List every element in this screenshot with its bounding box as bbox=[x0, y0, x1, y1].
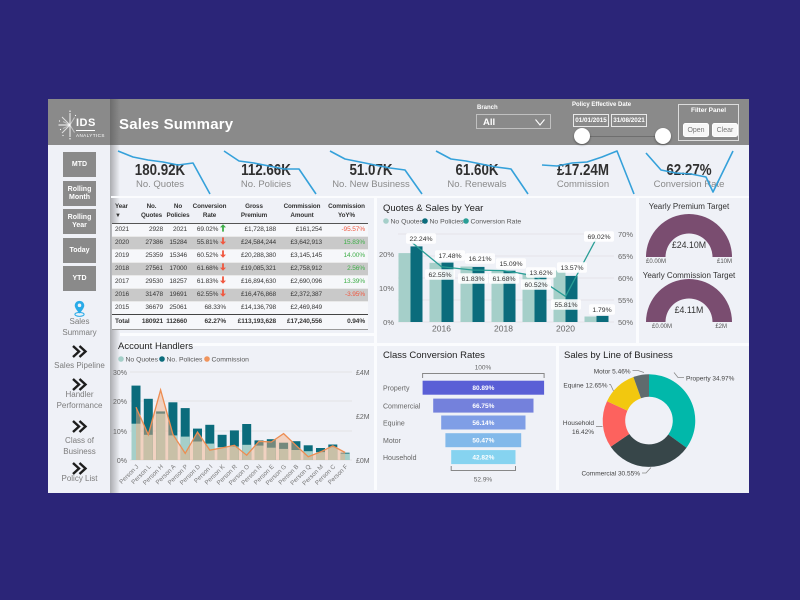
svg-text:Property: Property bbox=[383, 386, 410, 393]
svg-text:£2M: £2M bbox=[356, 414, 370, 421]
svg-text:£0.00M: £0.00M bbox=[652, 324, 672, 330]
svg-text:56.14%: 56.14% bbox=[472, 420, 494, 427]
svg-text:50%: 50% bbox=[618, 318, 633, 327]
svg-text:2020: 2020 bbox=[556, 324, 575, 334]
svg-text:62.55%: 62.55% bbox=[428, 272, 451, 279]
svg-text:£24.10M: £24.10M bbox=[672, 240, 706, 250]
svg-text:55%: 55% bbox=[618, 296, 633, 305]
svg-text:16.21%: 16.21% bbox=[468, 256, 491, 263]
svg-text:66.75%: 66.75% bbox=[472, 403, 494, 410]
svg-text:No Policies: No Policies bbox=[430, 219, 465, 226]
svg-text:22.24%: 22.24% bbox=[409, 236, 432, 243]
svg-text:No. Policies: No. Policies bbox=[167, 357, 203, 364]
svg-text:Equine: Equine bbox=[383, 421, 405, 428]
svg-text:30%: 30% bbox=[113, 370, 127, 377]
svg-text:60%: 60% bbox=[618, 274, 633, 283]
svg-text:Household: Household bbox=[563, 420, 594, 427]
svg-text:69.02%: 69.02% bbox=[587, 234, 610, 241]
svg-text:No Quotes: No Quotes bbox=[391, 219, 424, 226]
svg-text:Class Conversion Rates: Class Conversion Rates bbox=[383, 350, 485, 361]
svg-text:Quotes & Sales by Year: Quotes & Sales by Year bbox=[383, 203, 483, 214]
svg-text:10%: 10% bbox=[379, 284, 394, 293]
svg-text:61.68%: 61.68% bbox=[492, 276, 515, 283]
svg-text:Motor 5.46%: Motor 5.46% bbox=[594, 369, 631, 376]
svg-text:£4M: £4M bbox=[356, 370, 370, 377]
svg-text:£4.11M: £4.11M bbox=[675, 305, 704, 315]
svg-text:61.83%: 61.83% bbox=[461, 276, 484, 283]
svg-text:Sales by Line of Business: Sales by Line of Business bbox=[564, 350, 673, 361]
svg-text:Household: Household bbox=[383, 455, 417, 462]
svg-text:55.81%: 55.81% bbox=[554, 302, 577, 309]
svg-text:13.62%: 13.62% bbox=[529, 270, 552, 277]
svg-text:Motor: Motor bbox=[383, 438, 402, 445]
svg-text:2016: 2016 bbox=[432, 324, 451, 334]
svg-text:Yearly Commission Target: Yearly Commission Target bbox=[643, 271, 736, 280]
svg-text:100%: 100% bbox=[475, 365, 492, 372]
svg-text:17.48%: 17.48% bbox=[438, 253, 461, 260]
svg-text:70%: 70% bbox=[618, 230, 633, 239]
svg-text:50.47%: 50.47% bbox=[472, 438, 494, 445]
svg-text:15.09%: 15.09% bbox=[499, 261, 522, 268]
svg-text:80.89%: 80.89% bbox=[472, 385, 494, 392]
svg-text:No Quotes: No Quotes bbox=[126, 357, 159, 364]
svg-text:10%: 10% bbox=[113, 429, 127, 436]
svg-text:Yearly Premium Target: Yearly Premium Target bbox=[649, 202, 730, 211]
svg-text:0%: 0% bbox=[383, 318, 394, 327]
svg-text:16.42%: 16.42% bbox=[572, 429, 594, 436]
svg-text:Account Handlers: Account Handlers bbox=[118, 341, 193, 352]
svg-text:Commercial: Commercial bbox=[383, 403, 421, 410]
svg-text:52.9%: 52.9% bbox=[474, 477, 493, 484]
svg-text:1.79%: 1.79% bbox=[592, 307, 611, 314]
svg-text:65%: 65% bbox=[618, 252, 633, 261]
svg-text:Commercial 30.55%: Commercial 30.55% bbox=[581, 471, 640, 478]
svg-text:Equine 12.65%: Equine 12.65% bbox=[563, 383, 607, 390]
svg-text:Commission: Commission bbox=[212, 357, 250, 364]
svg-text:60.52%: 60.52% bbox=[524, 282, 547, 289]
svg-text:2018: 2018 bbox=[494, 324, 513, 334]
svg-text:£10M: £10M bbox=[717, 259, 732, 265]
svg-text:Conversion Rate: Conversion Rate bbox=[471, 219, 522, 226]
svg-text:Property 34.97%: Property 34.97% bbox=[686, 376, 735, 383]
svg-text:42.82%: 42.82% bbox=[472, 455, 494, 462]
svg-text:£2M: £2M bbox=[715, 324, 727, 330]
svg-text:13.57%: 13.57% bbox=[560, 265, 583, 272]
svg-text:20%: 20% bbox=[113, 399, 127, 406]
svg-text:£0M: £0M bbox=[356, 458, 370, 465]
svg-text:20%: 20% bbox=[379, 250, 394, 259]
svg-text:0%: 0% bbox=[117, 458, 127, 465]
svg-text:£0.00M: £0.00M bbox=[646, 259, 666, 265]
